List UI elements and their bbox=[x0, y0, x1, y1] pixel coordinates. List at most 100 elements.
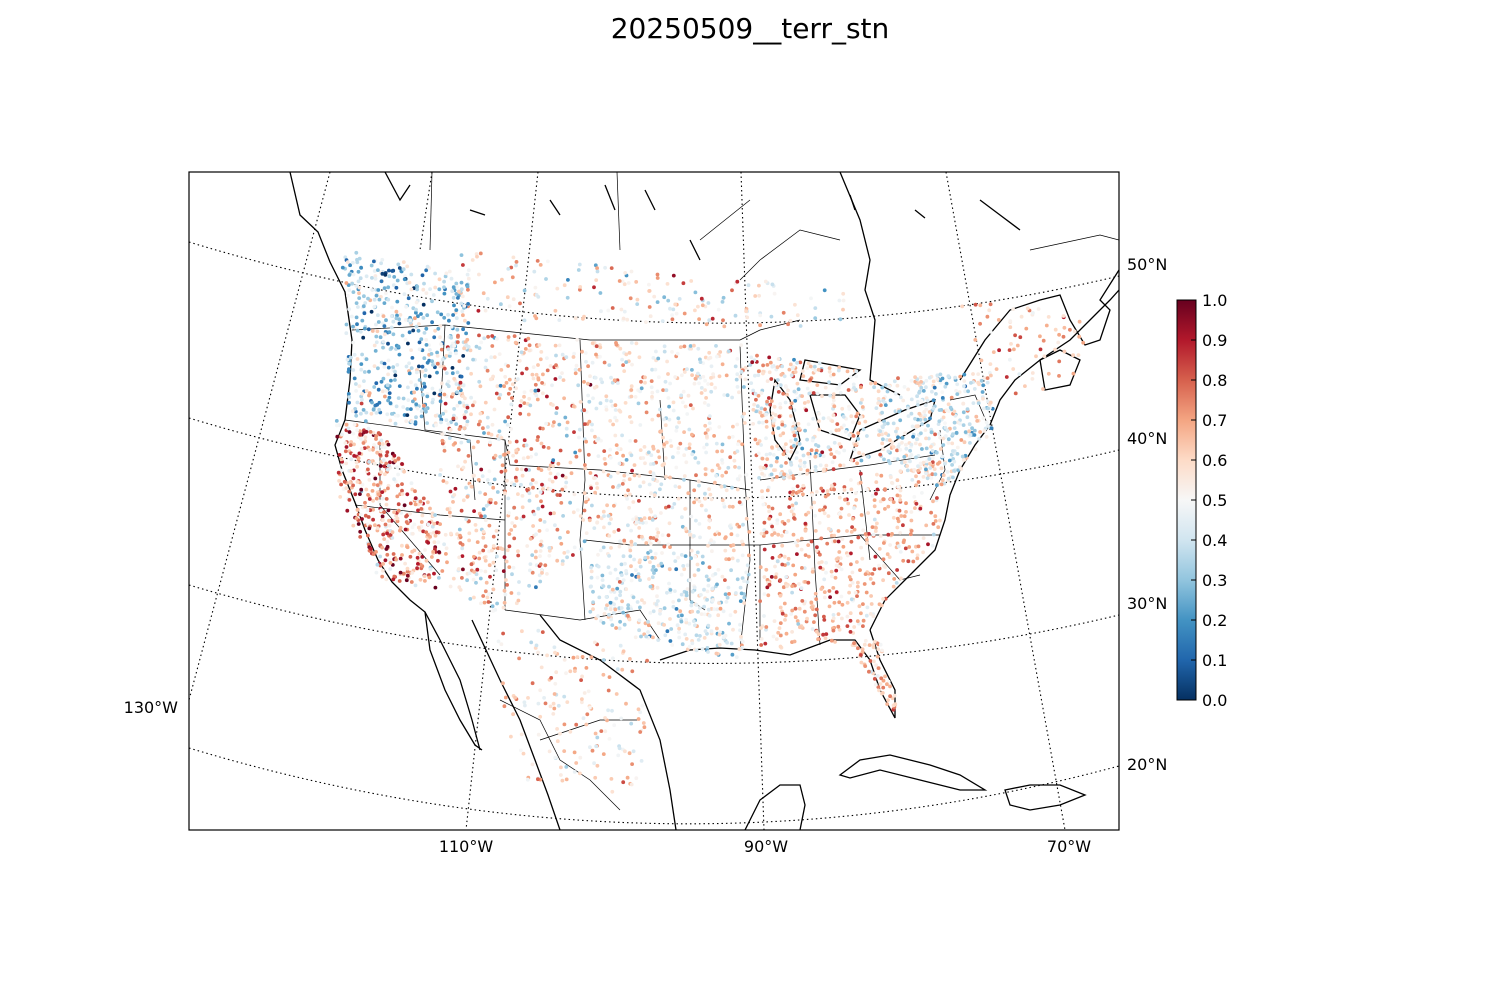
station-point bbox=[648, 584, 653, 589]
station-point bbox=[901, 523, 905, 528]
station-point bbox=[463, 459, 467, 464]
station-point bbox=[535, 259, 540, 263]
station-point bbox=[583, 466, 588, 471]
station-point bbox=[849, 414, 854, 419]
station-point bbox=[694, 497, 699, 502]
station-point bbox=[582, 408, 587, 413]
station-point bbox=[618, 539, 622, 544]
station-point bbox=[396, 472, 400, 477]
station-point bbox=[972, 387, 977, 391]
station-point bbox=[680, 642, 685, 647]
station-point bbox=[706, 650, 710, 654]
station-point bbox=[1081, 340, 1086, 345]
station-point bbox=[357, 291, 361, 296]
station-point bbox=[985, 376, 990, 380]
station-point bbox=[736, 558, 740, 563]
station-point bbox=[498, 454, 503, 459]
station-point bbox=[893, 391, 898, 396]
meridian-90 bbox=[740, 172, 765, 830]
station-point bbox=[827, 380, 831, 385]
station-point bbox=[697, 499, 702, 504]
station-point bbox=[455, 403, 460, 408]
station-point bbox=[533, 285, 538, 290]
station-point bbox=[381, 458, 386, 462]
station-point bbox=[401, 267, 406, 272]
station-point bbox=[774, 386, 779, 391]
station-point bbox=[872, 498, 877, 502]
station-point bbox=[601, 584, 606, 588]
station-point bbox=[657, 540, 661, 545]
station-point bbox=[462, 346, 466, 351]
station-point bbox=[807, 391, 812, 396]
station-point bbox=[371, 407, 376, 412]
station-point bbox=[511, 565, 516, 570]
station-point bbox=[952, 459, 957, 464]
station-point bbox=[682, 453, 687, 458]
station-point bbox=[658, 487, 662, 492]
station-point bbox=[422, 403, 426, 408]
station-point bbox=[753, 294, 758, 298]
station-point bbox=[503, 592, 508, 597]
station-point bbox=[946, 441, 951, 445]
station-point bbox=[892, 379, 897, 384]
station-point bbox=[474, 580, 478, 585]
station-point bbox=[836, 529, 841, 533]
station-point bbox=[542, 696, 546, 700]
station-point bbox=[856, 535, 861, 540]
station-point bbox=[472, 554, 476, 559]
station-point bbox=[542, 520, 547, 524]
station-point bbox=[553, 343, 558, 348]
station-point bbox=[805, 386, 810, 391]
station-point bbox=[924, 523, 929, 528]
station-point bbox=[896, 544, 901, 549]
station-point bbox=[630, 762, 634, 766]
station-point bbox=[771, 528, 776, 532]
station-point bbox=[703, 472, 708, 477]
station-point bbox=[504, 578, 508, 582]
station-point bbox=[608, 447, 613, 452]
station-point bbox=[935, 377, 940, 382]
station-point bbox=[644, 400, 649, 405]
station-point bbox=[398, 528, 402, 533]
station-point bbox=[775, 365, 780, 370]
station-point bbox=[553, 308, 558, 313]
hudson-bay bbox=[839, 172, 901, 396]
station-point bbox=[432, 335, 437, 340]
station-point bbox=[900, 436, 905, 440]
station-point bbox=[782, 374, 787, 379]
station-point bbox=[698, 360, 703, 364]
station-point bbox=[418, 577, 423, 582]
station-point bbox=[689, 603, 694, 608]
station-point bbox=[1008, 319, 1013, 324]
station-point bbox=[591, 396, 595, 401]
station-point bbox=[860, 650, 865, 655]
station-point bbox=[424, 337, 429, 342]
station-point bbox=[721, 635, 726, 640]
station-point bbox=[984, 420, 989, 425]
station-point bbox=[735, 577, 740, 582]
station-point bbox=[643, 461, 647, 466]
station-point bbox=[831, 395, 836, 399]
station-point bbox=[630, 573, 634, 577]
station-point bbox=[689, 600, 694, 604]
station-point bbox=[492, 407, 497, 412]
station-point bbox=[858, 471, 863, 476]
station-point bbox=[945, 470, 950, 474]
station-point bbox=[849, 530, 854, 534]
station-point bbox=[586, 452, 591, 457]
station-point bbox=[371, 498, 375, 503]
station-point bbox=[851, 516, 855, 521]
station-point bbox=[827, 369, 832, 374]
station-point bbox=[366, 296, 370, 301]
station-point bbox=[779, 372, 784, 377]
station-point bbox=[1057, 332, 1061, 337]
station-point bbox=[1034, 354, 1038, 359]
station-point bbox=[415, 386, 419, 391]
station-point bbox=[588, 609, 593, 614]
station-point bbox=[372, 269, 377, 273]
station-point bbox=[877, 433, 881, 437]
station-point bbox=[515, 467, 519, 472]
station-point bbox=[466, 321, 471, 325]
station-point bbox=[340, 432, 344, 437]
station-point bbox=[395, 313, 399, 318]
